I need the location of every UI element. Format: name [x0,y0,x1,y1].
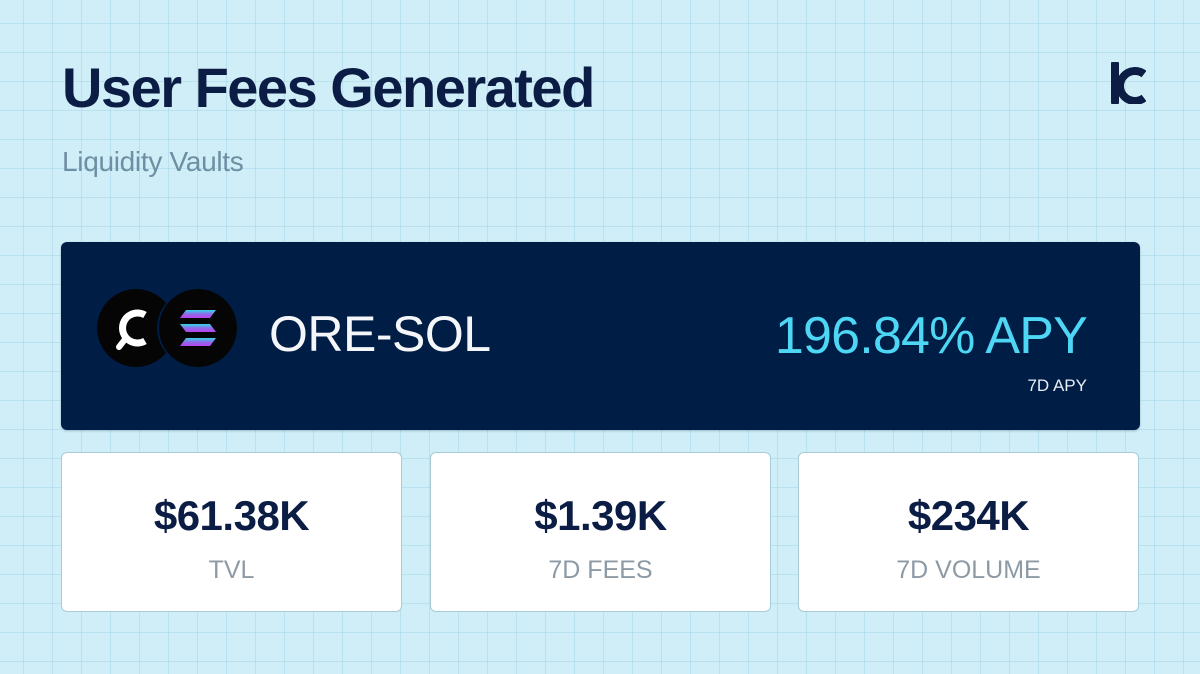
page-subtitle: Liquidity Vaults [62,146,244,177]
apy-value: 196.84% APY [774,307,1088,365]
stat-card-fees: $1.39K 7D FEES [430,452,771,612]
stat-label: 7D VOLUME [896,556,1041,584]
stat-label: 7D FEES [548,556,653,584]
sol-token-icon [159,289,237,367]
stat-card-volume: $234K 7D VOLUME [798,452,1139,612]
apy-label: 7D APY [1027,376,1087,395]
vault-card[interactable]: ORE-SOL 196.84% APY 7D APY [61,242,1140,430]
stat-value: $61.38K [153,492,310,539]
stat-label: TVL [208,556,255,584]
stat-value: $1.39K [534,492,667,539]
kamino-logo-icon [1110,62,1147,105]
page-title: User Fees Generated [62,56,595,119]
stat-card-tvl: $61.38K TVL [61,452,402,612]
vault-pair-name: ORE-SOL [269,306,491,362]
stat-value: $234K [907,492,1030,539]
ore-token-icon [97,289,175,367]
